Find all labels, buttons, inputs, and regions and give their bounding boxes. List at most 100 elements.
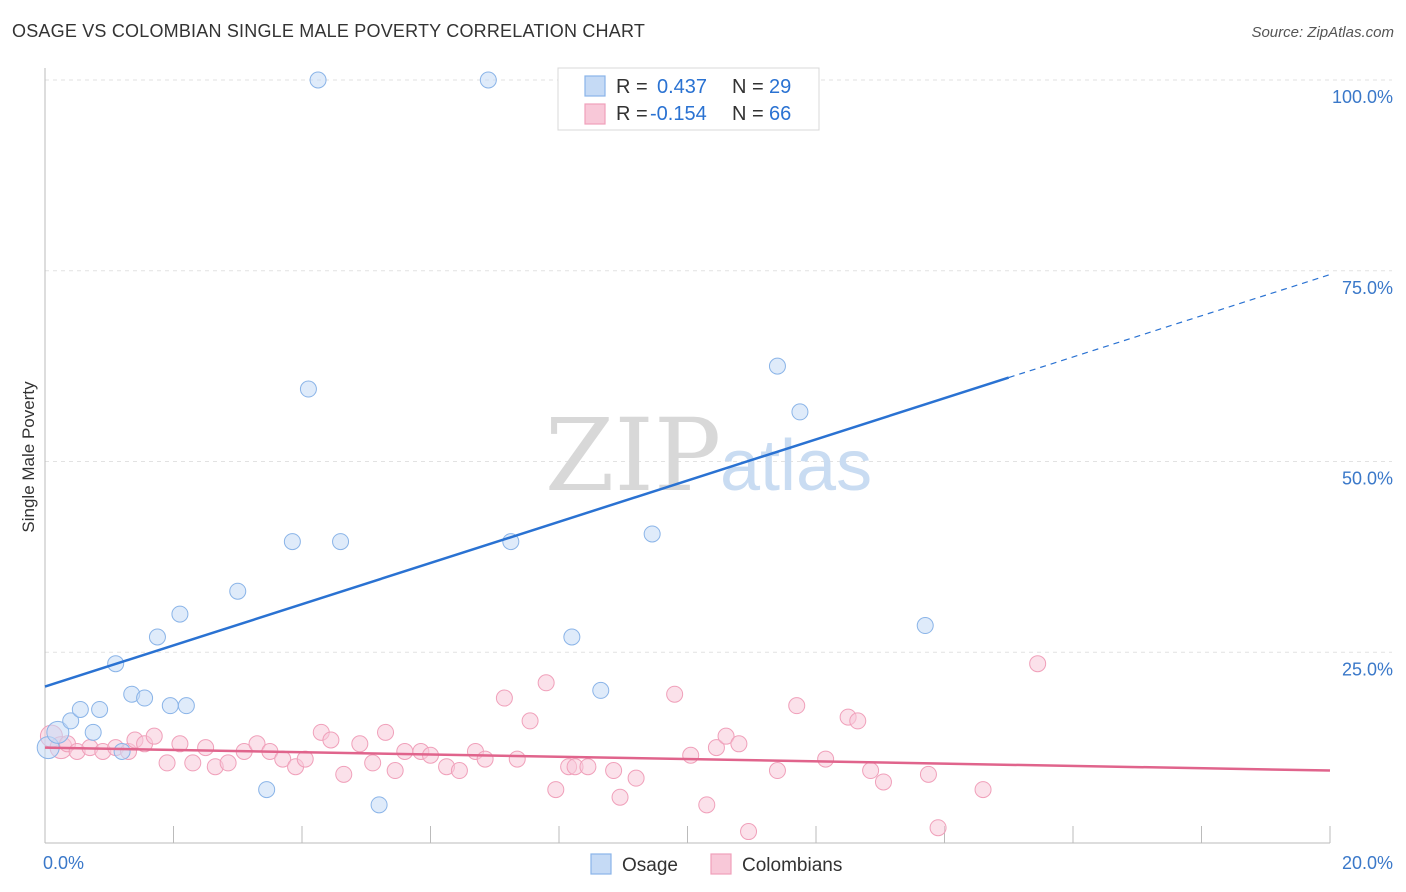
point-colombians-52 [717,727,735,745]
point-colombians-56 [788,697,806,715]
point-osage-4 [84,723,102,741]
point-osage-12 [171,605,189,623]
point-osage-24 [592,681,610,699]
point-colombians-60 [862,762,880,780]
series-legend-label-osage: Osage [622,855,678,876]
point-osage-2 [62,712,80,730]
legend-r-value-colombians: -0.154 [650,103,707,125]
point-colombians-59 [849,712,867,730]
y-tick-label-100: 100.0% [1332,87,1393,107]
point-colombians-10 [145,727,163,745]
point-colombians-63 [929,819,947,837]
point-colombians-12 [171,735,189,753]
x-tick-label-max: 20.0% [1342,853,1393,873]
x-tick-labels: 0.0% 20.0% [43,853,1393,873]
legend-n-value-colombians: 66 [769,103,791,125]
point-colombians-24 [322,731,340,749]
point-osage-1 [46,720,70,744]
point-colombians-53 [730,735,748,753]
point-colombians-39 [521,712,539,730]
point-colombians-37 [495,689,513,707]
legend-r-label-osage: R = [616,76,648,98]
point-osage-20 [370,796,388,814]
trend-line-osage-extension [1008,273,1331,379]
point-colombians-26 [351,735,369,753]
point-colombians-11 [158,754,176,772]
point-osage-19 [332,533,350,551]
series-legend-label-colombians: Colombians [742,855,842,876]
point-osage-28 [916,617,934,635]
point-colombians-36 [476,750,494,768]
point-osage-7 [113,742,131,760]
trend-line-colombians [44,746,1331,772]
axes [44,68,1331,844]
legend-swatch-colombians [584,103,606,125]
legend-r-value-osage: 0.437 [657,76,707,98]
y-tick-labels: 25.0% 50.0% 75.0% 100.0% [1332,87,1393,679]
point-colombians-57 [817,750,835,768]
point-colombians-48 [666,685,684,703]
point-colombians-28 [377,723,395,741]
point-colombians-29 [386,762,404,780]
point-colombians-34 [450,762,468,780]
point-colombians-62 [919,765,937,783]
point-osage-11 [161,697,179,715]
trend-lines [44,273,1331,772]
point-colombians-16 [219,754,237,772]
point-osage-26 [768,357,786,375]
y-axis-title: Single Male Poverty [19,381,38,533]
series-legend: Osage Colombians [590,853,842,876]
series-legend-swatch-osage [590,853,612,875]
data-points [36,71,1047,841]
point-osage-14 [229,582,247,600]
point-osage-13 [177,697,195,715]
watermark-zip: ZIP [545,397,721,514]
point-colombians-13 [184,754,202,772]
point-colombians-14 [197,739,215,757]
point-colombians-51 [707,739,725,757]
legend-n-label-osage: N = [732,76,764,98]
y-tick-label-50: 50.0% [1342,469,1393,489]
point-colombians-38 [508,750,526,768]
point-osage-18 [309,71,327,89]
legend-n-value-osage: 29 [769,76,791,98]
point-colombians-49 [682,746,700,764]
point-colombians-55 [768,762,786,780]
point-colombians-61 [874,773,892,791]
point-colombians-64 [974,781,992,799]
point-colombians-30 [396,742,414,760]
point-osage-21 [479,71,497,89]
point-osage-9 [136,689,154,707]
point-osage-27 [791,403,809,421]
chart-title: OSAGE VS COLOMBIAN SINGLE MALE POVERTY C… [12,21,646,41]
y-tick-label-25: 25.0% [1342,659,1393,679]
point-osage-16 [283,533,301,551]
watermark: ZIP atlas [545,397,872,514]
legend-r-label-colombians: R = [616,103,648,125]
point-osage-23 [563,628,581,646]
grid-lines [45,79,1392,653]
point-osage-15 [258,781,276,799]
point-colombians-47 [627,769,645,787]
point-colombians-50 [698,796,716,814]
trend-line-osage [44,376,1010,688]
point-colombians-54 [740,823,758,841]
point-colombians-40 [537,674,555,692]
point-colombians-45 [605,762,623,780]
legend-n-label-colombians: N = [732,103,764,125]
point-colombians-25 [335,765,353,783]
point-colombians-27 [364,754,382,772]
point-osage-17 [299,380,317,398]
point-osage-25 [643,525,661,543]
point-colombians-44 [579,758,597,776]
point-colombians-46 [611,788,629,806]
point-osage-5 [91,700,109,718]
point-colombians-65 [1029,655,1047,673]
series-legend-swatch-colombians [710,853,732,875]
point-osage-10 [148,628,166,646]
y-tick-label-75: 75.0% [1342,278,1393,298]
source-label: Source: ZipAtlas.com [1251,24,1394,41]
legend-swatch-osage [584,75,606,97]
x-tick-label-min: 0.0% [43,853,84,873]
